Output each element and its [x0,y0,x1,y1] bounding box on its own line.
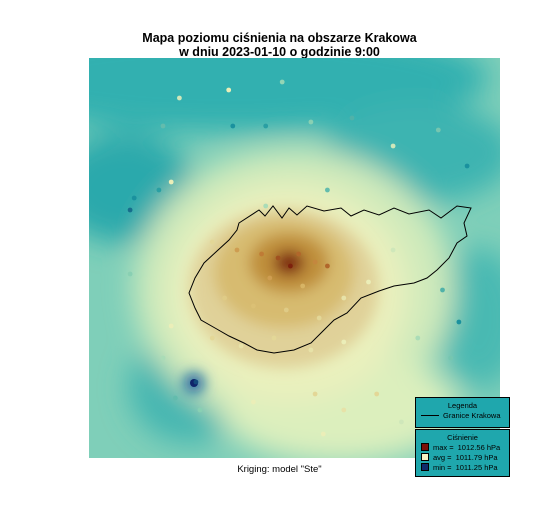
kriging-surface [89,58,500,458]
pressure-map [89,58,500,458]
krakow-boundary [188,205,472,354]
station-point [435,127,441,133]
boundary-line-swatch [421,414,439,416]
station-point [341,339,347,345]
legend-boundary-row: Granice Krakowa [421,410,509,420]
legend-max-label: max = [433,442,454,452]
station-point [456,319,462,325]
station-point [341,295,347,301]
surface-layers [89,58,500,458]
station-point [440,287,445,293]
station-point [283,307,289,313]
station-point [160,123,166,129]
legend-avg-row: avg = 1011.79 hPa [421,452,509,462]
station-point [127,207,133,213]
map-title-line2: w dniu 2023-01-10 o godzinie 9:00 [179,45,380,59]
station-point [234,247,240,253]
legend-max-value: 1012.56 hPa [457,442,501,452]
station-point [415,335,421,341]
legend-min-label: min = [433,462,452,472]
station-point [308,119,314,125]
station-point [168,323,174,329]
station-point [222,295,228,301]
station-point [238,343,244,349]
station-point [366,279,371,285]
avg-swatch [421,453,429,461]
station-point [131,195,137,201]
station-point [325,187,330,193]
station-point [271,335,277,341]
legend-avg-value: 1011.79 hPa [455,452,498,462]
station-point [399,419,404,425]
station-point [172,395,178,401]
station-point [312,391,318,397]
station-point [374,391,380,397]
legend-boundary: Legenda Granice Krakowa [415,397,510,428]
station-point [312,259,318,265]
station-point [168,179,174,185]
map-title: Mapa poziomu ciśnienia na obszarze Krako… [0,31,559,59]
station-point [325,263,330,269]
legend-header: Legenda [447,401,478,410]
legend-min-value: 1011.25 hPa [455,462,498,472]
max-swatch [421,443,429,451]
station-point [156,187,162,193]
station-point [177,95,182,101]
max-core [274,251,304,275]
station-point [251,399,256,405]
min-swatch [421,463,429,471]
station-point [320,431,326,437]
stations-layer [127,79,470,437]
station-point [300,283,306,289]
station-point [349,115,355,121]
station-point [209,239,215,245]
legend-max-row: max = 1012.56 hPa [421,442,509,452]
station-point [127,271,133,277]
station-point [259,251,264,257]
map-caption: Kriging: model "Ste" [237,464,322,475]
station-point [288,263,293,269]
legend-boundary-label: Granice Krakowa [443,410,501,420]
station-point [263,123,269,129]
legend-pressure-header: Ciśnienie [447,433,478,442]
station-point [267,275,273,281]
station-point [275,255,281,261]
map-title-line1: Mapa poziomu ciśnienia na obszarze Krako… [142,31,417,45]
station-point [390,143,396,149]
station-point [209,335,215,341]
legend-pressure: Ciśnienie max = 1012.56 hPa avg = 1011.7… [415,429,510,477]
station-point [263,203,269,209]
station-point [197,407,203,413]
station-point [296,251,301,257]
station-point [390,247,396,253]
station-point [464,163,470,169]
station-point [193,379,199,385]
station-point [316,315,322,321]
station-point [226,87,232,93]
station-point [160,355,166,361]
station-point [341,407,347,413]
station-point [448,355,454,361]
station-point [230,123,236,129]
station-point [308,347,314,353]
legend-avg-label: avg = [433,452,452,462]
station-point [251,303,256,309]
station-point [279,79,285,85]
legend-min-row: min = 1011.25 hPa [421,462,509,472]
